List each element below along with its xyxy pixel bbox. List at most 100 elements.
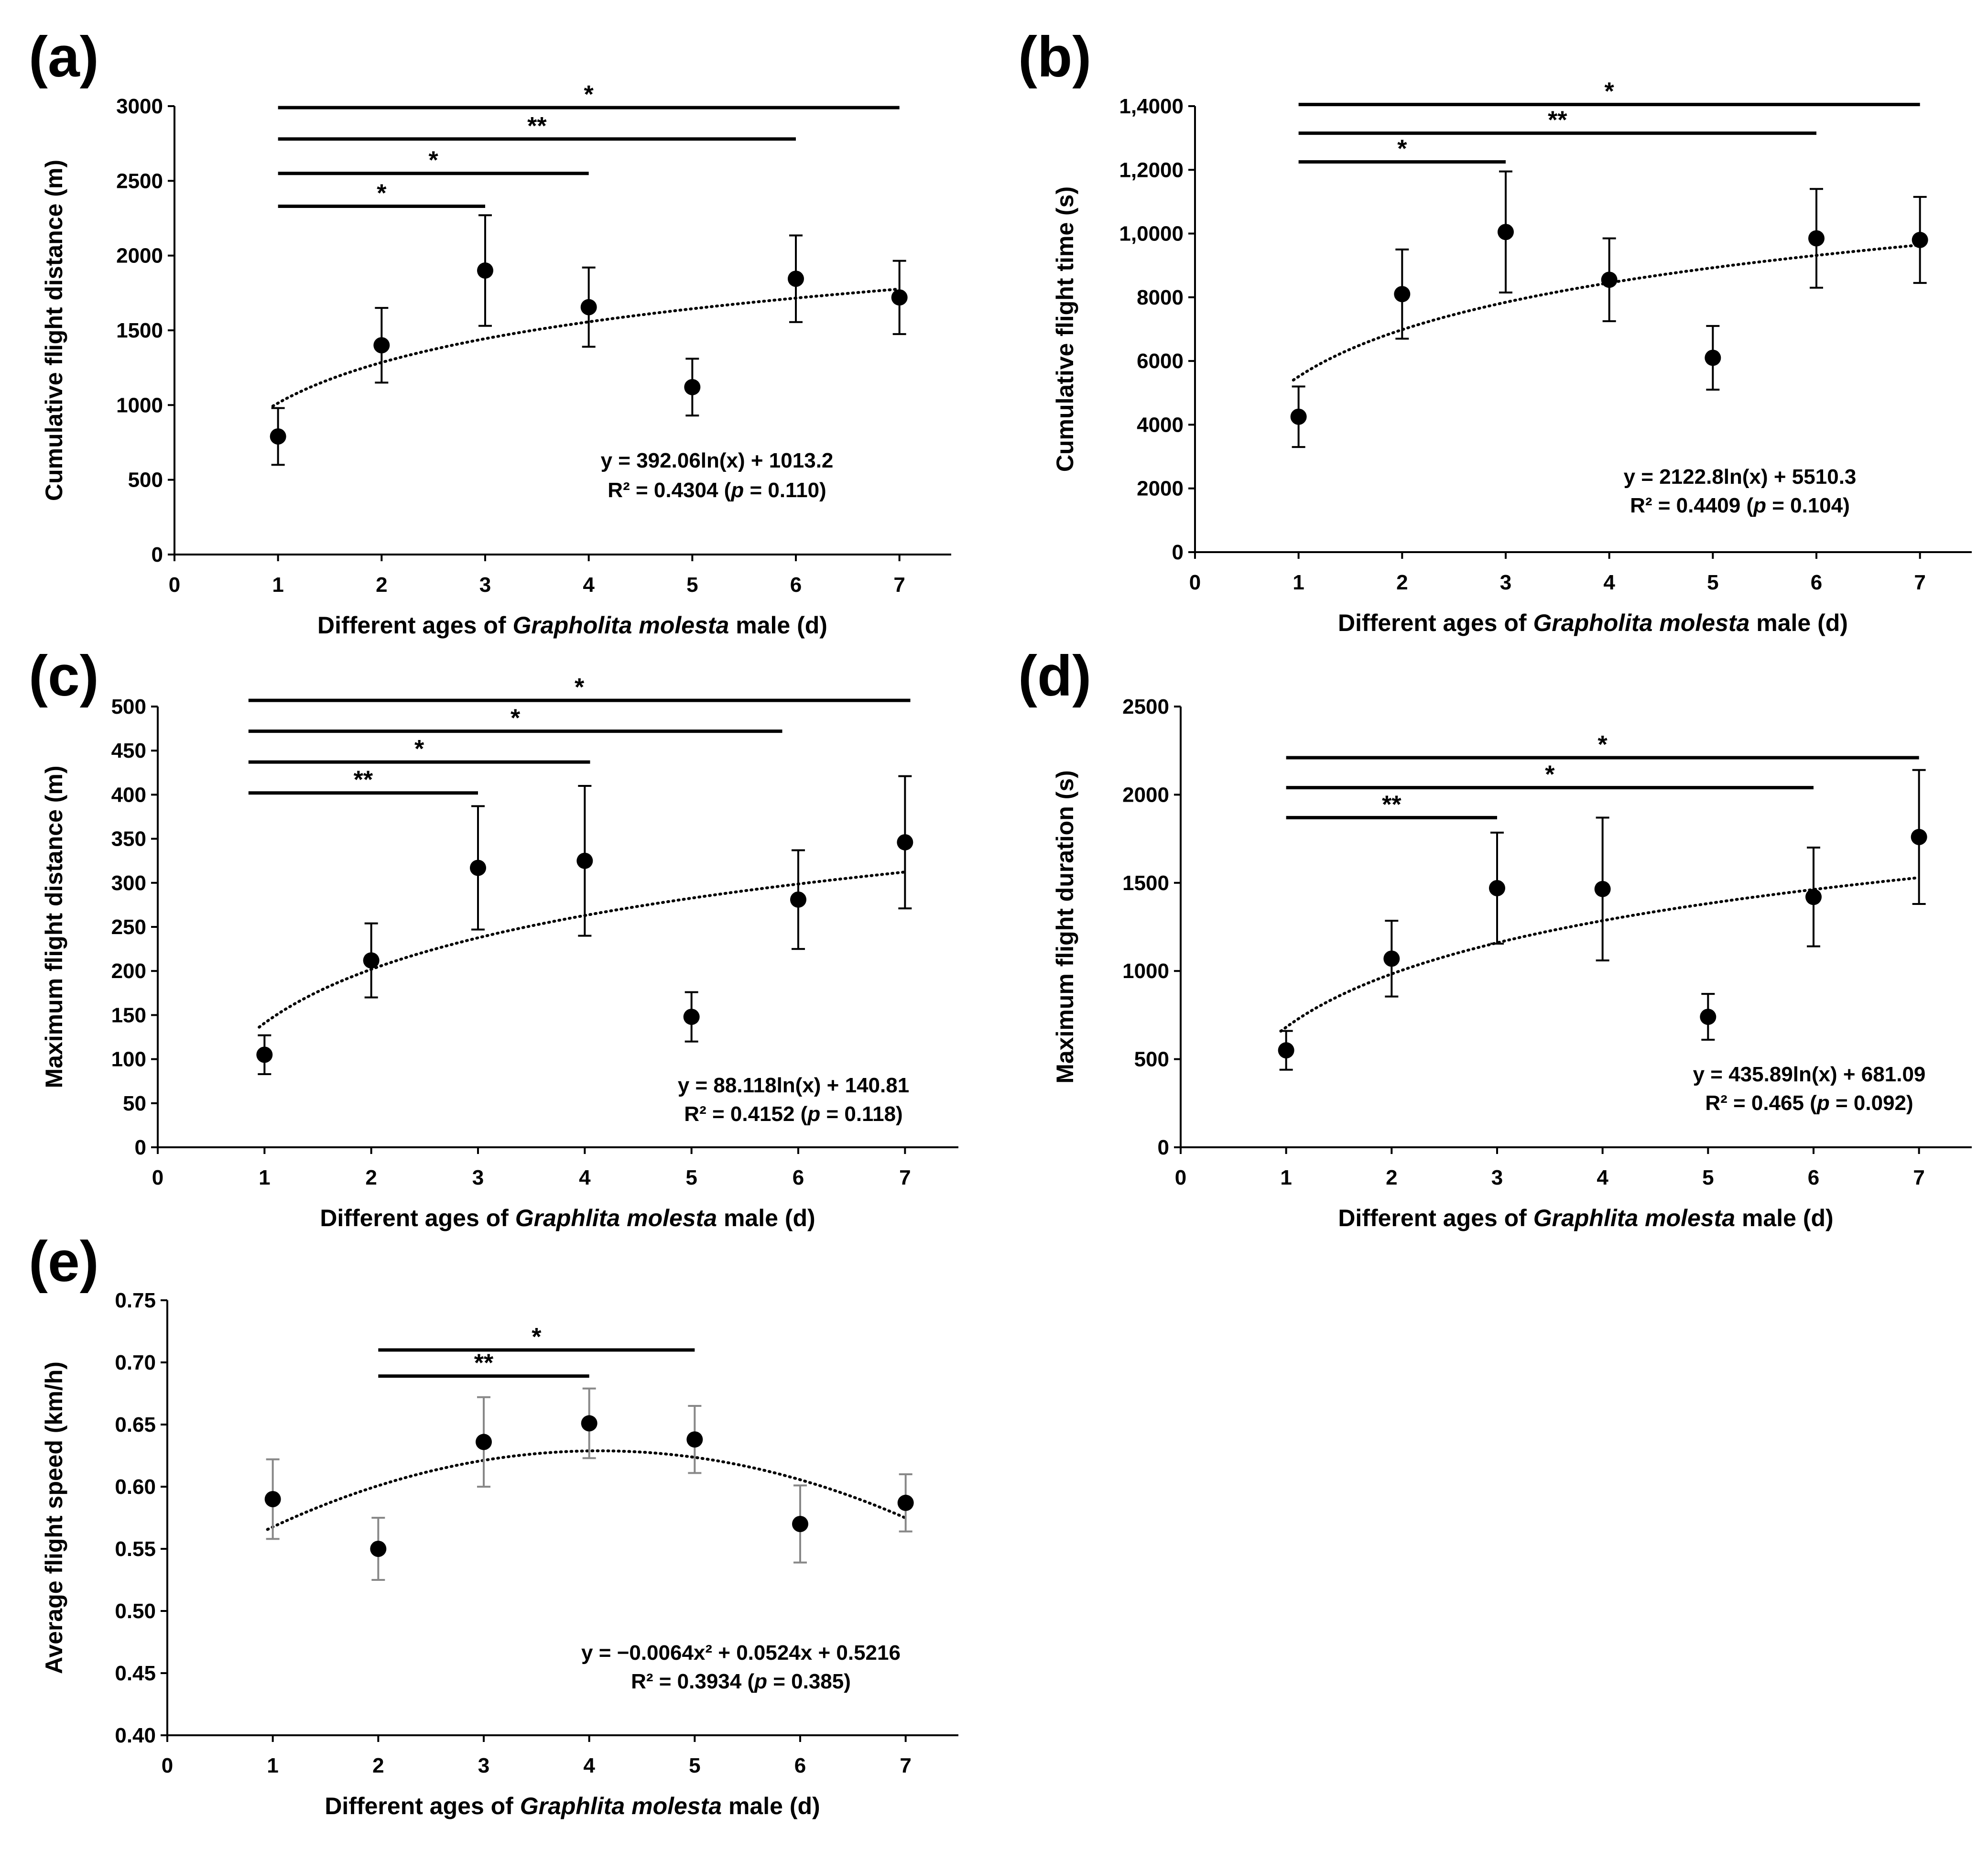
trend-line — [258, 871, 907, 1029]
x-tick-label: 5 — [686, 573, 698, 597]
y-tick-label: 0.45 — [115, 1662, 156, 1685]
x-tick-label: 0 — [1189, 571, 1201, 594]
x-tick-label: 0 — [169, 573, 180, 597]
y-axis-title: Maximum flight duration (s) — [1052, 770, 1078, 1084]
data-point — [1278, 1042, 1294, 1059]
y-tick-label: 0.70 — [115, 1351, 156, 1374]
x-tick-label: 7 — [899, 1166, 911, 1189]
data-point — [370, 1541, 387, 1557]
x-axis-title-part: male (d) — [717, 1205, 815, 1231]
x-tick-label: 5 — [689, 1754, 700, 1777]
x-axis-title-part: Different ages of — [1338, 609, 1533, 636]
data-point — [270, 428, 286, 445]
x-tick-label: 3 — [1491, 1166, 1503, 1189]
data-point — [1498, 224, 1514, 240]
panel-e: (e) 0.40 0.45 0.50 0.55 0.60 0.65 0.70 0.75 0 1 2 3 4… — [29, 1230, 958, 1819]
data-point — [576, 852, 593, 869]
trend-equation: y = −0.0064x² + 0.0524x + 0.5216 — [581, 1641, 901, 1665]
r-squared: R² = 0.4409 (p = 0.104) — [1630, 494, 1850, 517]
data-point — [684, 379, 701, 395]
significance-label: * — [575, 674, 585, 701]
y-axis-title: Cumulative flight time (s) — [1052, 186, 1078, 472]
x-axis-title-part: male (d) — [1749, 609, 1848, 636]
x-tick-label: 4 — [583, 1754, 595, 1777]
x-tick-label: 5 — [1707, 571, 1718, 594]
data-point — [897, 834, 913, 850]
y-tick-label: 0.40 — [115, 1724, 156, 1747]
x-tick-label: 0 — [152, 1166, 163, 1189]
r-squared-part: = 0.104) — [1766, 494, 1850, 517]
r-squared-part: R² = 0.465 ( — [1705, 1091, 1817, 1115]
data-point — [792, 1516, 808, 1532]
trend-line — [266, 1449, 907, 1531]
data-point — [256, 1046, 273, 1063]
x-tick-label: 7 — [1914, 571, 1925, 594]
y-tick-label: 2000 — [1137, 477, 1184, 501]
y-tick-label: 8000 — [1137, 286, 1184, 309]
x-axis-title-part: male (d) — [722, 1793, 820, 1819]
y-tick-label: 0.75 — [115, 1289, 156, 1312]
data-point — [1700, 1009, 1716, 1025]
y-axis-title: Maximum flight distance (m) — [41, 765, 67, 1088]
trend-equation: y = 88.118ln(x) + 140.81 — [678, 1074, 909, 1097]
data-point — [373, 337, 390, 354]
x-tick-label: 6 — [794, 1754, 806, 1777]
significance-label: ** — [354, 766, 373, 794]
significance-label: ** — [1382, 791, 1401, 818]
data-point — [686, 1431, 703, 1448]
x-tick-label: 2 — [376, 573, 387, 597]
data-point — [363, 952, 380, 969]
y-tick-label: 150 — [111, 1003, 146, 1027]
x-axis-title: Different ages of Grapholita molesta mal… — [1338, 609, 1848, 636]
significance-label: ** — [1548, 107, 1567, 134]
y-tick-label: 500 — [1134, 1048, 1169, 1071]
y-tick-label: 2500 — [116, 169, 163, 193]
data-point — [1912, 231, 1928, 248]
y-tick-label: 4000 — [1137, 413, 1184, 436]
y-tick-label: 2000 — [1122, 783, 1169, 806]
x-tick-label: 4 — [1603, 571, 1615, 594]
y-axis-title: Average flight speed (km/h) — [41, 1361, 67, 1674]
panel-c: (c) 0 50 100 150 200 250 300 350 400 450 500 0 1 2 3 4 5 6… — [29, 644, 958, 1231]
panel-b: (b) 0 2000 4000 6000 8000 1,0000 1,2000 1,4000 0 1… — [1018, 25, 1972, 636]
x-tick-label: 1 — [272, 573, 283, 597]
significance-label: * — [584, 81, 594, 109]
x-tick-label: 3 — [1500, 571, 1511, 594]
y-tick-label: 0 — [135, 1136, 146, 1159]
x-tick-label: 2 — [1396, 571, 1408, 594]
x-tick-label: 1 — [1293, 571, 1304, 594]
x-axis-title-part: Different ages of — [325, 1793, 520, 1819]
y-tick-label: 0.60 — [115, 1475, 156, 1499]
data-point — [891, 289, 908, 306]
panel-label: (b) — [1018, 25, 1091, 89]
y-tick-label: 0.65 — [115, 1413, 156, 1436]
data-point — [1808, 230, 1825, 247]
x-tick-label: 5 — [685, 1166, 697, 1189]
x-tick-label: 4 — [1597, 1166, 1608, 1189]
data-point — [1594, 881, 1611, 897]
data-point — [264, 1491, 281, 1507]
r-squared-part: = 0.118) — [820, 1102, 902, 1126]
y-tick-label: 500 — [128, 468, 163, 492]
panel-label: (d) — [1018, 644, 1091, 708]
y-tick-label: 0 — [1158, 1136, 1169, 1159]
data-point — [1705, 349, 1721, 366]
x-tick-label: 1 — [267, 1754, 278, 1777]
x-tick-label: 1 — [259, 1166, 270, 1189]
data-point — [470, 860, 486, 876]
r-squared-part: R² = 0.4304 ( — [608, 479, 731, 502]
r-squared: R² = 0.4152 (p = 0.118) — [684, 1102, 902, 1126]
x-tick-label: 3 — [479, 573, 491, 597]
y-tick-label: 1,0000 — [1119, 222, 1184, 246]
trend-equation: y = 2122.8ln(x) + 5510.3 — [1624, 465, 1857, 489]
data-point — [790, 891, 806, 908]
significance-label: * — [1545, 761, 1555, 789]
x-axis-title-part: male (d) — [729, 612, 827, 639]
p-symbol: p — [730, 479, 744, 502]
y-tick-label: 500 — [111, 695, 146, 718]
trend-equation: y = 392.06ln(x) + 1013.2 — [601, 449, 834, 472]
data-point — [1290, 408, 1307, 425]
panel-d: (d) 0 500 1000 1500 2000 2500 0 1 2 3 4 5 6 7 Maximum f… — [1018, 644, 1972, 1231]
species-name: Graphlita molesta — [1533, 1205, 1735, 1231]
